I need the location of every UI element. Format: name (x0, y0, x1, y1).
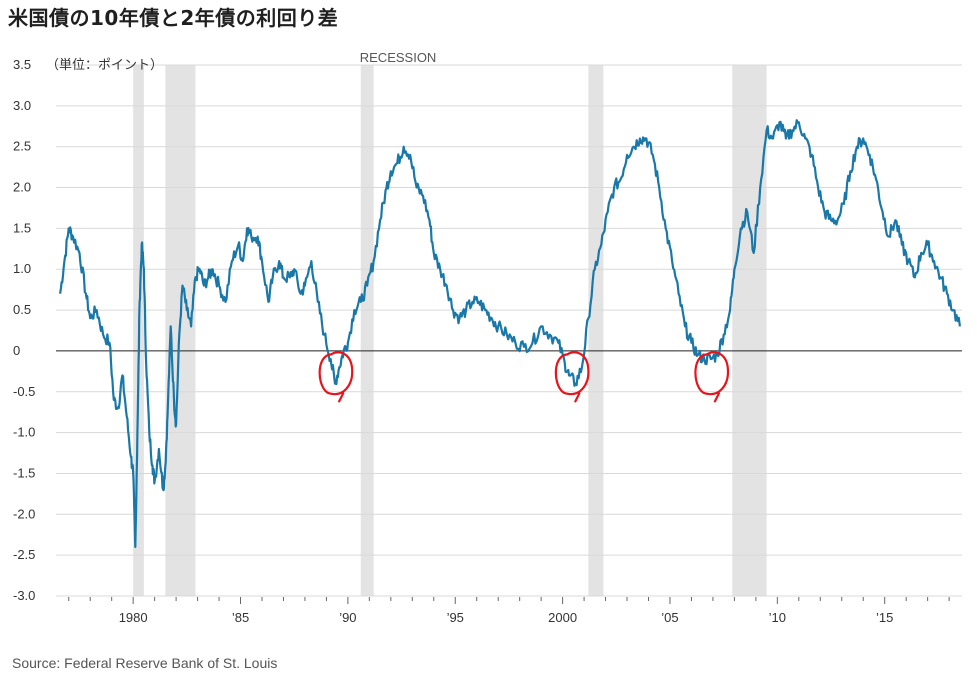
y-tick-label: 1.0 (13, 261, 31, 276)
inversion-circle-1 (318, 351, 354, 403)
recession-band-5 (732, 65, 767, 596)
y-tick-label: -2.0 (13, 506, 35, 521)
inversion-annotations (318, 351, 730, 403)
yield-spread-line (59, 119, 961, 549)
y-tick-label: 0.5 (13, 302, 31, 317)
y-tick-label: -1.5 (13, 465, 35, 480)
y-tick-label: -1.0 (13, 425, 35, 440)
x-tick-label: ’15 (876, 610, 893, 625)
x-axis: 1980 ’85 ’90 ’95 2000 ’05 ’10 ’15 (68, 597, 950, 625)
recession-bands (133, 65, 767, 596)
source-note: Source: Federal Reserve Bank of St. Loui… (12, 655, 278, 671)
recession-band-4 (588, 65, 604, 596)
y-axis: 3.5 3.0 2.5 2.0 1.5 1.0 0.5 0 -0.5 -1.0 -1.5 -2.0 -2… (13, 57, 35, 603)
y-tick-label: 0 (13, 343, 20, 358)
inversion-circle-3 (694, 351, 730, 403)
y-tick-label: 3.5 (13, 57, 31, 72)
chart-title: 米国債の10年債と2年債の利回り差 (8, 6, 339, 30)
recession-band-3 (360, 65, 374, 596)
x-tick-label: ’85 (232, 610, 249, 625)
y-tick-label: -0.5 (13, 384, 35, 399)
recession-label: RECESSION (360, 50, 437, 65)
grid-lines (56, 64, 962, 597)
y-tick-label: -2.5 (13, 547, 35, 562)
x-tick-label: ’95 (447, 610, 464, 625)
y-tick-label: -3.0 (13, 588, 35, 603)
x-tick-label: ’90 (339, 610, 356, 625)
x-tick-label: ’05 (661, 610, 678, 625)
y-tick-label: 3.0 (13, 98, 31, 113)
x-tick-label: ’10 (769, 610, 786, 625)
x-tick-label: 1980 (119, 610, 148, 625)
y-tick-label: 2.5 (13, 139, 31, 154)
y-tick-label: 2.0 (13, 180, 31, 195)
x-tick-label: 2000 (548, 610, 577, 625)
inversion-circle-2 (554, 351, 590, 403)
y-axis-label: （単位：ポイント） (46, 57, 163, 72)
y-tick-label: 1.5 (13, 220, 31, 235)
